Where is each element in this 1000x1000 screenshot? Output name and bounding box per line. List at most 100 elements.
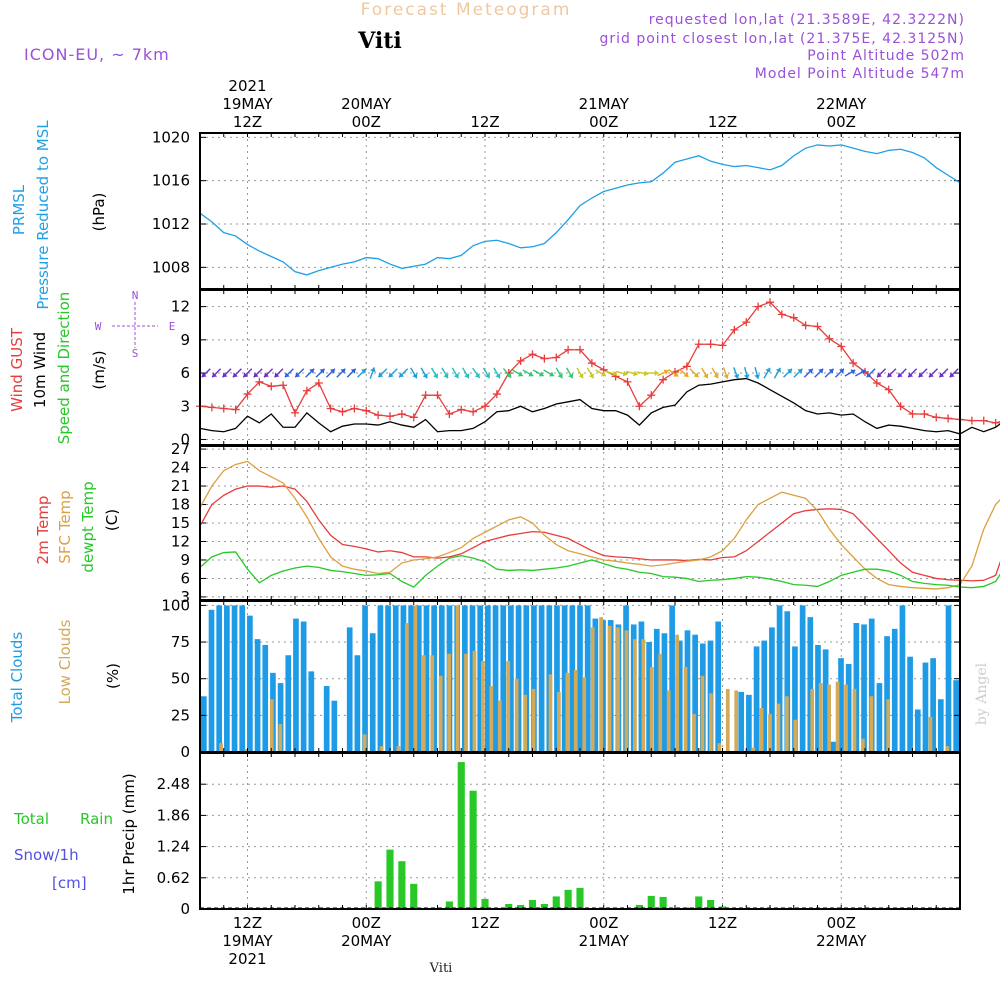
total-cloud-bar bbox=[799, 605, 806, 752]
gust-marker bbox=[801, 321, 810, 330]
gust-marker bbox=[635, 402, 644, 411]
y-tick-label: 2.48 bbox=[157, 775, 190, 793]
total-cloud-bar bbox=[937, 699, 944, 752]
low-cloud-bar bbox=[219, 743, 223, 752]
gust-marker bbox=[350, 404, 359, 413]
rain-bar bbox=[528, 899, 537, 909]
wind-arrow bbox=[814, 368, 824, 378]
total-cloud-bar bbox=[392, 605, 399, 752]
low-cloud-bar bbox=[438, 675, 443, 752]
wind-arrow-head bbox=[897, 372, 903, 378]
wind-arrow bbox=[722, 367, 729, 379]
low-cloud-bar bbox=[709, 693, 713, 752]
total-cloud-bar bbox=[577, 605, 583, 752]
total-cloud-bar bbox=[531, 605, 537, 752]
wind-arrow-head bbox=[350, 368, 356, 374]
wind-arrow-head bbox=[733, 373, 740, 379]
low-cloud-bar bbox=[700, 675, 705, 752]
total-cloud-bar bbox=[239, 605, 246, 752]
wind-arrow-head bbox=[484, 373, 491, 379]
rain-bar bbox=[707, 899, 715, 909]
total-cloud-bar bbox=[508, 605, 514, 752]
total-cloud-bar bbox=[922, 662, 929, 752]
low-cloud-bar bbox=[675, 634, 679, 752]
total-cloud-bar bbox=[692, 634, 698, 752]
wind-arrow bbox=[678, 368, 689, 378]
wind-arrow-head bbox=[703, 373, 709, 379]
total-cloud-bar bbox=[224, 605, 230, 752]
total-cloud-bar bbox=[830, 741, 837, 752]
wind-arrow-head bbox=[866, 372, 872, 378]
bottom-time-label: 00Z bbox=[589, 914, 618, 932]
wind-arrow bbox=[336, 368, 346, 378]
gust-marker bbox=[338, 407, 347, 416]
low-cloud-bar bbox=[464, 653, 468, 752]
total-cloud-bar bbox=[738, 691, 745, 752]
station-name: Viti bbox=[357, 28, 402, 54]
low-cloud-bar bbox=[641, 639, 646, 752]
low-cloud-bar bbox=[734, 690, 739, 752]
top-time-label: 22MAY bbox=[816, 95, 867, 113]
y-tick-label: 15 bbox=[171, 514, 190, 532]
low-cloud-bar bbox=[852, 688, 857, 752]
gust-marker bbox=[825, 334, 834, 343]
low-cloud-bar bbox=[430, 655, 435, 752]
total-cloud-bar bbox=[538, 605, 545, 752]
low-cloud-bar bbox=[455, 605, 460, 752]
wind-arrow bbox=[586, 367, 594, 379]
series-line-wind-gust bbox=[199, 301, 1000, 424]
wind-arrow bbox=[482, 367, 491, 379]
bottom-time-label: 12Z bbox=[233, 914, 262, 932]
wind-arrow bbox=[949, 368, 959, 378]
rain-bar bbox=[398, 861, 406, 909]
low-cloud-bar bbox=[945, 746, 950, 752]
total-cloud-bar bbox=[753, 646, 760, 752]
chart-subtitle: Forecast Meteogram bbox=[361, 0, 572, 20]
low-cloud-bar bbox=[379, 746, 384, 752]
wind-arrow bbox=[824, 368, 835, 378]
gust-marker bbox=[766, 298, 774, 307]
wind-arrow-head bbox=[723, 373, 729, 379]
total-cloud-bar bbox=[861, 624, 867, 752]
y-tick-label: 27 bbox=[171, 440, 190, 458]
low-clouds-ylabel: Low Clouds bbox=[56, 619, 74, 704]
gust-marker bbox=[991, 418, 1000, 427]
total-cloud-bar bbox=[884, 636, 890, 752]
y-tick-label: 6 bbox=[180, 569, 190, 587]
total-cloud-bar bbox=[945, 605, 952, 752]
total-cloud-bar bbox=[515, 605, 522, 752]
wind-arrow-head bbox=[399, 372, 405, 378]
wind-arrow bbox=[522, 369, 534, 377]
rain-bar bbox=[552, 896, 560, 909]
wind-arrow-head bbox=[432, 373, 439, 379]
wind-arrow-head bbox=[797, 368, 803, 374]
y-tick-label: 3 bbox=[180, 588, 190, 606]
gust-marker bbox=[908, 410, 917, 418]
wind-arrow bbox=[294, 368, 305, 378]
low-cloud-bar bbox=[362, 734, 367, 752]
total-cloud-bar bbox=[684, 630, 691, 752]
wind-arrow bbox=[844, 369, 856, 377]
precip-y-ticks: 0 0.62 1.24 1.86 2.48 bbox=[157, 753, 961, 918]
total-cloud-bar bbox=[331, 700, 338, 752]
wind-arrow bbox=[512, 369, 524, 377]
bottom-time-label: 00Z bbox=[352, 914, 381, 932]
low-cloud-bar bbox=[244, 749, 249, 752]
wind-arrow bbox=[369, 367, 376, 379]
bottom-time-label: 12Z bbox=[470, 914, 499, 932]
y-tick-label: 1008 bbox=[152, 258, 190, 276]
wind-arrow bbox=[918, 368, 928, 378]
wind-arrow-head bbox=[673, 371, 679, 377]
low-cloud-bar bbox=[886, 699, 891, 752]
total-cloud-bar bbox=[247, 615, 253, 752]
pressure-series bbox=[199, 144, 961, 276]
low-cloud-bar bbox=[759, 708, 764, 752]
low-cloud-bar bbox=[751, 747, 755, 752]
series-line-sfc-temp bbox=[199, 460, 1000, 590]
wind-units: (m/s) bbox=[90, 350, 108, 389]
gust-marker bbox=[409, 413, 418, 422]
wind-arrow bbox=[668, 369, 679, 378]
grid-point-location: grid point closest lon,lat (21.375E, 42.… bbox=[599, 31, 965, 47]
wind-arrow bbox=[763, 367, 771, 379]
